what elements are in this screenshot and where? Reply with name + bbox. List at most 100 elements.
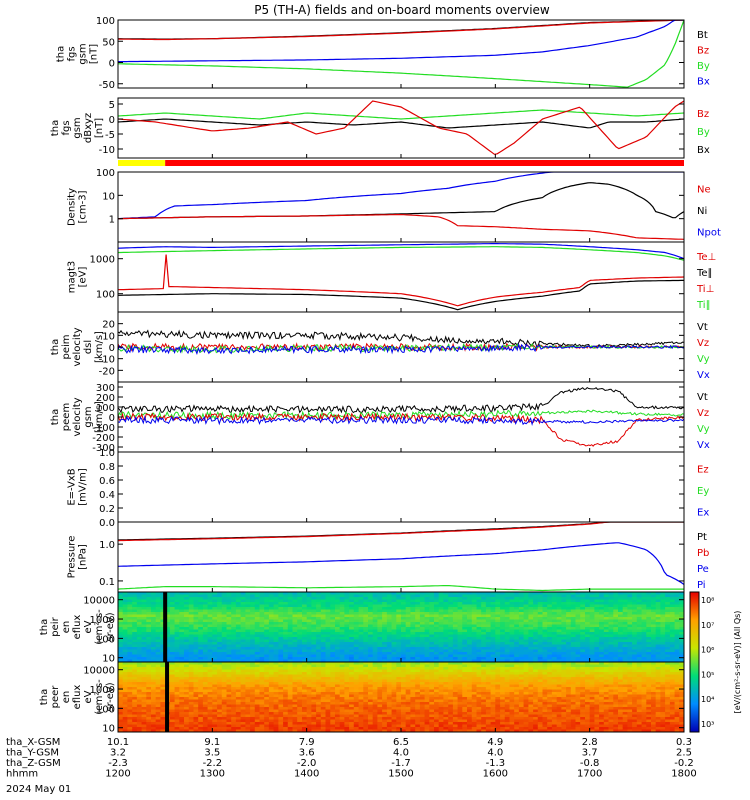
heat-cell — [226, 622, 232, 626]
heat-cell — [297, 629, 303, 633]
heat-cell — [306, 677, 312, 681]
heat-cell — [146, 672, 152, 676]
heat-cell — [160, 714, 166, 718]
heat-cell — [240, 609, 246, 613]
heat-cell — [198, 609, 204, 613]
heat-cell — [306, 659, 312, 662]
heat-cell — [542, 599, 548, 603]
heat-cell — [278, 652, 284, 656]
heat-cell — [226, 724, 232, 728]
heat-cell — [283, 682, 289, 686]
heat-cell — [207, 692, 213, 696]
heat-cell — [608, 629, 614, 633]
heat-cell — [646, 609, 652, 613]
heat-cell — [302, 644, 308, 648]
heat-cell — [424, 612, 430, 616]
heat-cell — [122, 662, 128, 666]
heat-cell — [561, 612, 567, 616]
heat-cell — [471, 654, 478, 658]
heat-cell — [349, 657, 355, 661]
heat-cell — [240, 592, 246, 596]
heat-cell — [556, 622, 562, 626]
heat-cell — [438, 614, 444, 618]
heat-cell — [509, 622, 515, 626]
heat-cell — [542, 639, 548, 643]
heat-cell — [561, 634, 567, 638]
heat-cell — [618, 612, 624, 616]
heat-cell — [514, 619, 520, 623]
heat-cell — [344, 639, 350, 643]
heat-cell — [146, 619, 152, 623]
heat-cell — [259, 722, 265, 726]
heat-cell — [603, 594, 610, 598]
heat-cell — [118, 632, 124, 636]
heat-cell — [467, 609, 473, 613]
heat-cell — [273, 604, 279, 608]
heat-cell — [169, 709, 176, 713]
heat-cell — [250, 652, 256, 656]
heat-cell — [339, 729, 345, 732]
heat-cell — [452, 612, 459, 616]
heat-cell — [127, 699, 133, 703]
legend-fgs_gsm-Bz: Bz — [697, 45, 709, 56]
heat-cell — [221, 724, 228, 728]
heat-cell — [179, 647, 185, 651]
heat-cell — [259, 599, 265, 603]
heat-cell — [141, 652, 147, 656]
heat-cell — [155, 729, 161, 732]
heat-cell — [297, 622, 303, 626]
heat-cell — [570, 644, 577, 648]
heat-cell — [188, 644, 195, 648]
heat-cell — [386, 654, 393, 658]
heat-cell — [273, 684, 279, 688]
heat-cell — [118, 619, 124, 623]
heat-cell — [410, 622, 416, 626]
heat-cell — [401, 654, 407, 658]
heat-cell — [302, 654, 308, 658]
heat-cell — [221, 612, 228, 616]
heat-cell — [674, 609, 680, 613]
heat-cell — [372, 607, 378, 611]
heat-cell — [155, 702, 161, 706]
heat-cell — [221, 664, 228, 668]
heat-cell — [641, 637, 647, 641]
heat-cell — [594, 597, 600, 601]
heat-cell — [320, 669, 327, 673]
heat-cell — [169, 689, 176, 693]
heat-cell — [245, 642, 251, 646]
heat-cell — [118, 729, 124, 732]
heat-cell — [594, 657, 600, 661]
heat-cell — [518, 632, 525, 636]
heat-cell — [311, 592, 317, 596]
heat-cell — [570, 637, 577, 641]
heat-cell — [306, 707, 312, 711]
heat-cell — [646, 619, 652, 623]
heat-cell — [245, 717, 251, 721]
heat-cell — [118, 614, 124, 618]
heat-cell — [363, 654, 369, 658]
heat-cell — [457, 649, 463, 653]
heat-cell — [429, 647, 435, 651]
heat-cell — [141, 679, 147, 683]
heat-cell — [443, 652, 449, 656]
heat-cell — [542, 612, 548, 616]
heat-cell — [217, 597, 223, 601]
heat-cell — [523, 604, 529, 608]
heat-cell — [528, 634, 534, 638]
heat-cell — [235, 614, 242, 618]
heat-cell — [641, 597, 647, 601]
heat-cell — [514, 652, 520, 656]
heat-cell — [349, 604, 355, 608]
heat-cell — [155, 652, 161, 656]
heat-cell — [386, 634, 393, 638]
heat-cell — [245, 617, 251, 621]
heat-cell — [212, 617, 218, 621]
heat-cell — [240, 649, 246, 653]
heat-cell — [495, 619, 501, 623]
heat-cell — [198, 649, 204, 653]
heat-cell — [273, 624, 279, 628]
heat-cell — [278, 642, 284, 646]
heat-cell — [198, 717, 204, 721]
heat-cell — [184, 647, 190, 651]
heat-cell — [542, 604, 548, 608]
